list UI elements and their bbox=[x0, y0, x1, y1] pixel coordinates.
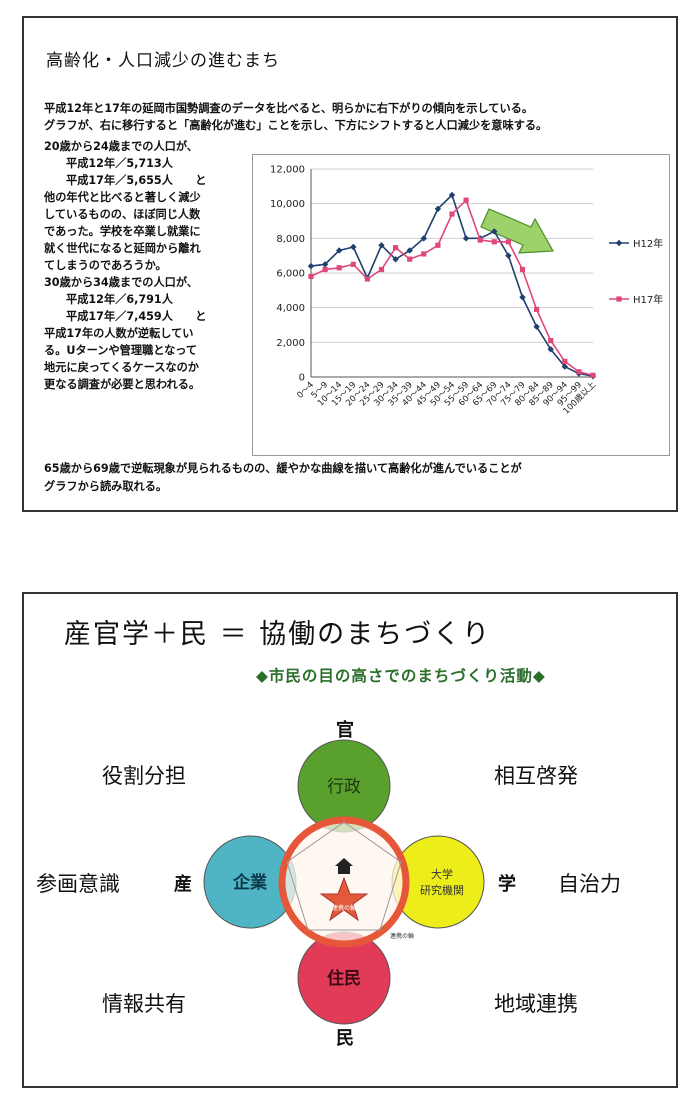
center-small-text: 連携の輪 bbox=[332, 904, 356, 912]
data-point bbox=[462, 235, 470, 242]
data-point bbox=[449, 211, 455, 217]
data-point bbox=[590, 372, 596, 378]
data-point bbox=[336, 265, 342, 271]
word-autonomy: 自治力 bbox=[558, 872, 621, 896]
data-point bbox=[519, 294, 526, 301]
population-line-chart: 0 2,000 4,000 6,000 8,000 10,000 12,000 0～4 5～9 1… bbox=[252, 154, 670, 456]
intro-line: 平成12年と17年の延岡市国勢調査のデータを比べると、明らかに右下がりの傾向を示… bbox=[44, 102, 534, 115]
data-point bbox=[562, 358, 568, 364]
data-point bbox=[491, 228, 498, 235]
panel1-footer: 65歳から69歳で逆転現象が見られるものの、緩やかな曲線を描いて高齢化が進んでい… bbox=[44, 460, 664, 496]
panel1-title: 高齢化・人口減少の進むまち bbox=[46, 51, 280, 71]
legend-label: H12年 bbox=[633, 237, 663, 250]
ring-small-text: 連携の輪 bbox=[390, 932, 414, 940]
y-tick-label: 6,000 bbox=[276, 269, 305, 280]
word-information-sharing: 情報共有 bbox=[102, 992, 186, 1016]
data-point bbox=[519, 266, 526, 273]
data-point bbox=[421, 251, 427, 257]
house-icon bbox=[335, 858, 353, 874]
word-participation: 参画意識 bbox=[36, 872, 120, 896]
left-text-line: 平成17年の人数が逆転してい bbox=[44, 327, 194, 340]
data-point bbox=[576, 369, 582, 375]
data-point bbox=[547, 346, 554, 353]
left-text-line: 他の年代と比べると著しく減少 bbox=[44, 191, 201, 204]
panel1-intro: 平成12年と17年の延岡市国勢調査のデータを比べると、明らかに右下がりの傾向を示… bbox=[44, 100, 664, 134]
word-mutual-enlightenment: 相互啓発 bbox=[494, 764, 578, 788]
left-text-line: であった。学校を卒業し就業に bbox=[44, 225, 201, 238]
left-text-line: 平成17年／7,459人 と bbox=[66, 310, 207, 323]
star-icon bbox=[319, 876, 369, 922]
y-tick-label: 2,000 bbox=[276, 338, 305, 349]
word-role-sharing: 役割分担 bbox=[102, 764, 186, 788]
label-government: 官 bbox=[336, 720, 354, 741]
left-text-line: てしまうのであろうか。 bbox=[44, 259, 167, 272]
data-point bbox=[448, 191, 456, 199]
data-point bbox=[364, 276, 370, 282]
data-point bbox=[463, 197, 469, 203]
footer-line: グラフから読み取れる。 bbox=[44, 480, 168, 493]
y-tick-label: 0 bbox=[299, 373, 305, 384]
aging-population-panel: 高齢化・人口減少の進むまち 平成12年と17年の延岡市国勢調査のデータを比べると… bbox=[22, 16, 678, 512]
y-tick-label: 8,000 bbox=[276, 234, 305, 245]
circle-academia-text-1: 大学 bbox=[431, 867, 453, 881]
data-point bbox=[407, 256, 413, 262]
data-point bbox=[534, 306, 540, 312]
footer-line: 65歳から69歳で逆転現象が見られるものの、緩やかな曲線を描いて高齢化が進んでい… bbox=[44, 462, 522, 475]
data-point bbox=[350, 243, 357, 251]
collaboration-panel: 産官学＋民 ＝ 協働のまちづくり ◆市民の目の高さでのまちづくり活動◆ 役割分担… bbox=[22, 592, 678, 1088]
left-text-line: 就く世代になると延岡から離れ bbox=[44, 242, 201, 255]
data-point bbox=[477, 237, 483, 243]
data-point bbox=[505, 252, 512, 259]
y-tick-label: 12,000 bbox=[270, 165, 305, 176]
y-tick-label: 4,000 bbox=[276, 303, 305, 314]
data-point bbox=[307, 262, 315, 270]
left-text-line: 平成12年／5,713人 bbox=[66, 157, 173, 170]
chart-svg: 02,0004,0006,0008,00010,00012,0000～45～91… bbox=[270, 165, 663, 417]
circle-industry-text: 企業 bbox=[232, 872, 267, 893]
center-pentagon bbox=[286, 821, 402, 931]
data-point bbox=[322, 266, 328, 273]
left-text-line: る。Uターンや管理職となって bbox=[44, 344, 198, 357]
data-point bbox=[336, 247, 343, 254]
collaboration-diagram: 行政 企業 大学 研究機関 住民 連携の輪 連携の輪 bbox=[203, 739, 485, 1025]
circle-government-text: 行政 bbox=[327, 777, 361, 797]
left-text-line: 更なる調査が必要と思われる。 bbox=[44, 378, 201, 391]
left-text-line: 地元に戻ってくるケースなのか bbox=[44, 361, 199, 374]
word-regional-cooperation: 地域連携 bbox=[494, 992, 578, 1016]
left-text-line: 平成17年／5,655人 と bbox=[66, 174, 207, 187]
data-point bbox=[392, 256, 399, 263]
panel1-left-text: 20歳から24歳までの人口が、 平成12年／5,713人平成17年／5,655人 … bbox=[44, 138, 262, 393]
panel2-subtitle: ◆市民の目の高さでのまちづくり活動◆ bbox=[256, 667, 546, 685]
data-point bbox=[435, 242, 441, 248]
legend-marker bbox=[616, 296, 622, 302]
label-citizens: 民 bbox=[336, 1028, 354, 1049]
data-point bbox=[393, 245, 399, 251]
data-point bbox=[321, 261, 329, 268]
legend-marker bbox=[615, 239, 623, 247]
left-text-line: 平成12年／6,791人 bbox=[66, 293, 173, 306]
data-point bbox=[308, 273, 314, 280]
data-point bbox=[548, 338, 554, 344]
data-point bbox=[406, 247, 413, 254]
legend-label: H17年 bbox=[633, 293, 663, 306]
data-point bbox=[505, 239, 511, 245]
data-point bbox=[378, 266, 385, 273]
left-text-line: 20歳から24歳までの人口が、 bbox=[44, 140, 198, 153]
circle-academia-text-2: 研究機関 bbox=[420, 883, 464, 897]
data-point bbox=[533, 323, 540, 330]
label-industry: 産 bbox=[174, 874, 192, 895]
data-point bbox=[420, 235, 427, 242]
label-academia: 学 bbox=[498, 874, 516, 895]
panel2-title: 産官学＋民 ＝ 協働のまちづくり bbox=[64, 619, 492, 650]
data-point bbox=[378, 242, 385, 249]
y-tick-label: 10,000 bbox=[270, 199, 305, 210]
trend-arrow-icon bbox=[480, 208, 554, 254]
data-point bbox=[491, 239, 497, 245]
circle-citizens-text: 住民 bbox=[327, 968, 361, 989]
left-text-line: 30歳から34歳までの人口が、 bbox=[44, 276, 198, 289]
left-text-line: しているものの、ほぼ同じ人数 bbox=[44, 208, 201, 221]
data-point bbox=[350, 261, 356, 267]
intro-line: グラフが、右に移行すると「高齢化が進む」ことを示し、下方にシフトすると人口減少を… bbox=[44, 119, 548, 132]
